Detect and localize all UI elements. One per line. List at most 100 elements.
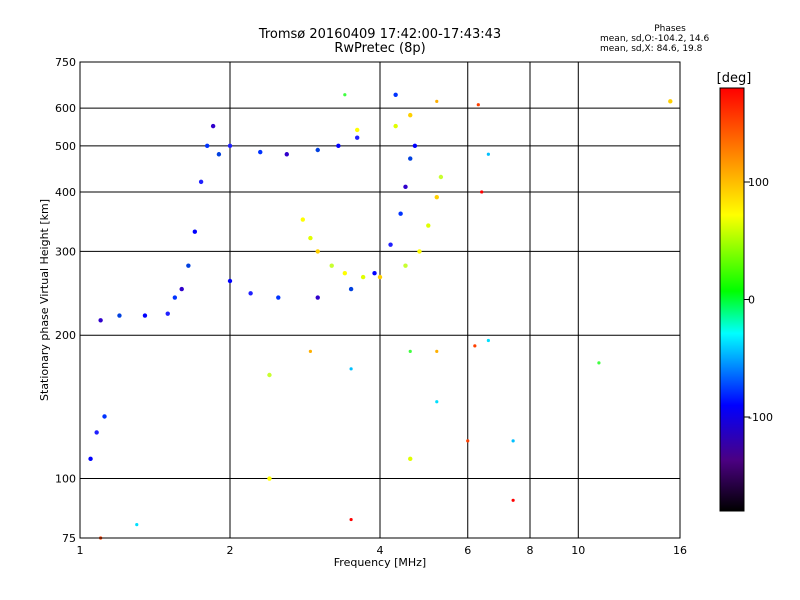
echo-point [408, 456, 413, 462]
echo-point [412, 143, 418, 149]
stats-o-mode: mean, sd,O:-104.2, 14.6 [600, 34, 710, 44]
y-tick-label: 200 [55, 329, 76, 342]
echo-point [398, 211, 403, 216]
echo-point [227, 143, 233, 149]
echo-point [408, 349, 412, 353]
echo-point [192, 229, 198, 234]
echo-point [276, 295, 281, 300]
echo-point [204, 143, 210, 149]
echo-point [186, 263, 191, 268]
y-tick-label: 75 [62, 532, 76, 545]
echo-point [354, 127, 360, 133]
echo-point [393, 123, 398, 129]
x-axis-label: Frequency [MHz] [334, 556, 426, 569]
x-tick-label: 8 [527, 544, 534, 557]
grid [80, 62, 680, 538]
echo-point [403, 263, 408, 268]
echo-point [348, 286, 354, 292]
x-tick-label: 10 [571, 544, 585, 557]
echo-point [349, 517, 353, 522]
echo-point [172, 295, 178, 300]
x-tick-label: 4 [377, 544, 384, 557]
echo-point [300, 217, 306, 222]
y-tick-label: 500 [55, 140, 76, 153]
echo-point [354, 135, 360, 140]
echo-point [408, 156, 413, 161]
axes: 1 2 4 6 8 10 16 75 100 200 300 400 500 600 750 [55, 56, 687, 557]
echo-point [343, 93, 347, 97]
echo-point [349, 367, 353, 371]
x-tick-label: 6 [464, 544, 471, 557]
phases-panel: Phases mean, sd,O:-104.2, 14.6 mean, sd,… [600, 24, 720, 54]
echo-point [426, 223, 431, 228]
colorbar-label: [deg] [717, 71, 752, 86]
echo-point [329, 263, 334, 268]
echo-point [342, 271, 348, 276]
phases-title: Phases [654, 24, 686, 34]
echo-point [210, 123, 216, 129]
echo-point [98, 318, 103, 323]
colorbar-tick-label: 0 [748, 294, 755, 307]
data-points [88, 92, 673, 540]
echo-point [403, 184, 408, 190]
echo-point [102, 414, 107, 419]
echo-point [142, 313, 148, 318]
chart-subtitle: RwPretec (8p) [334, 41, 426, 56]
echo-point [227, 278, 233, 284]
y-tick-label: 400 [55, 186, 76, 199]
echo-point [198, 179, 204, 185]
echo-point [486, 152, 490, 156]
echo-point [393, 92, 398, 97]
x-tick-label: 2 [227, 544, 234, 557]
echo-point [435, 99, 439, 103]
x-tick-label: 16 [673, 544, 687, 557]
echo-point [434, 194, 439, 200]
echo-point [179, 286, 184, 292]
echo-point [435, 349, 439, 353]
echo-point [511, 439, 515, 443]
echo-point [117, 313, 122, 318]
echo-point [315, 147, 320, 153]
echo-point [216, 152, 222, 157]
echo-point [308, 235, 313, 241]
echo-point [511, 498, 515, 502]
echo-point [94, 430, 99, 435]
plot-frame [79, 61, 681, 539]
echo-point [315, 295, 320, 300]
echo-point [315, 249, 320, 254]
echo-point [360, 274, 366, 280]
echo-point [336, 143, 341, 149]
echo-point [408, 112, 413, 118]
echo-point [476, 103, 480, 107]
stats-x-mode: mean, sd,X: 84.6, 19.8 [600, 44, 703, 54]
phase-colorbar: [deg] 100 0 -100 [717, 71, 773, 512]
echo-point [258, 149, 263, 155]
echo-point [377, 274, 383, 280]
echo-point [88, 456, 93, 462]
echo-point [466, 439, 470, 443]
echo-point [480, 190, 484, 194]
echo-point [435, 400, 439, 404]
echo-point [597, 361, 601, 365]
echo-point [267, 372, 272, 378]
echo-point [308, 349, 313, 353]
y-tick-label: 100 [55, 473, 76, 486]
echo-point [135, 523, 139, 527]
y-tick-label: 600 [55, 102, 76, 115]
y-axis-label: Stationary phase Virtual Height [km] [38, 199, 51, 401]
echo-point [267, 476, 272, 481]
echo-point [165, 311, 170, 316]
echo-point [248, 291, 253, 296]
echo-point [388, 242, 393, 247]
echo-point [438, 174, 444, 180]
colorbar-tick-label: -100 [748, 411, 773, 424]
colorbar-gradient [719, 87, 745, 512]
y-tick-label: 750 [55, 56, 76, 69]
echo-point [473, 344, 477, 348]
echo-point [668, 99, 673, 104]
echo-point [372, 271, 377, 276]
colorbar-tick-label: 100 [748, 176, 769, 189]
echo-point [486, 338, 490, 343]
echo-point [417, 249, 422, 254]
